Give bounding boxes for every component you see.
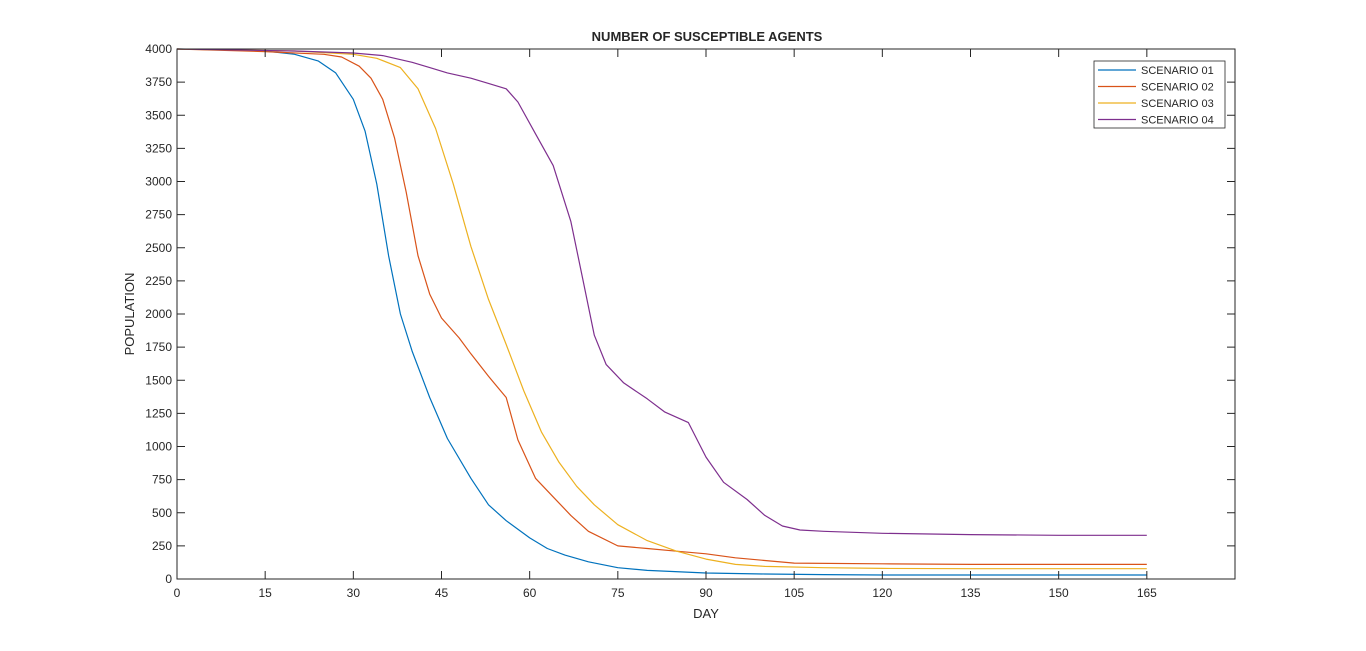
x-tick-label: 75 bbox=[611, 586, 625, 600]
y-tick-label: 500 bbox=[152, 506, 172, 520]
y-tick-label: 3250 bbox=[145, 141, 172, 155]
legend-box bbox=[1093, 60, 1226, 129]
legend-label-2: SCENARIO 02 bbox=[1141, 82, 1214, 94]
x-tick-label: 15 bbox=[258, 586, 272, 600]
x-axis-label: DAY bbox=[693, 606, 719, 621]
legend-label-1: SCENARIO 01 bbox=[1141, 65, 1214, 77]
x-tick-label: 30 bbox=[347, 586, 361, 600]
x-axis: 0 15 30 45 60 75 90 105 120 135 150 165 bbox=[174, 49, 1157, 600]
y-tick-label: 2250 bbox=[145, 274, 172, 288]
x-tick-label: 90 bbox=[699, 586, 713, 600]
x-tick-label: 105 bbox=[784, 586, 804, 600]
x-tick-label: 165 bbox=[1137, 586, 1157, 600]
x-tick-label: 45 bbox=[435, 586, 449, 600]
plot-lines bbox=[176, 48, 1147, 576]
y-tick-label: 1250 bbox=[145, 406, 172, 420]
x-tick-label: 150 bbox=[1049, 586, 1069, 600]
legend: SCENARIO 01 SCENARIO 02 SCENARIO 03 SCENARI… bbox=[1093, 60, 1226, 129]
chart-title: NUMBER OF SUSCEPTIBLE AGENTS bbox=[592, 29, 823, 44]
series-line-2 bbox=[176, 48, 1147, 566]
y-tick-label: 2000 bbox=[145, 307, 172, 321]
y-axis-label: POPULATION bbox=[122, 273, 137, 356]
y-tick-label: 3750 bbox=[145, 75, 172, 89]
y-tick-label: 1000 bbox=[145, 440, 172, 454]
y-tick-label: 3000 bbox=[145, 175, 172, 189]
y-tick-label: 4000 bbox=[145, 42, 172, 56]
x-tick-label: 0 bbox=[174, 586, 181, 600]
y-tick-label: 250 bbox=[152, 539, 172, 553]
series-line-3 bbox=[176, 48, 1147, 570]
legend-label-4: SCENARIO 04 bbox=[1141, 115, 1214, 127]
y-tick-label: 0 bbox=[165, 572, 172, 586]
series-line-4 bbox=[176, 48, 1147, 536]
legend-label-3: SCENARIO 03 bbox=[1141, 98, 1214, 110]
y-tick-label: 3500 bbox=[145, 108, 172, 122]
series-line-1 bbox=[176, 48, 1147, 576]
y-axis: 0 250 500 750 1000 1250 1500 1750 2000 2250 2500 27… bbox=[145, 42, 1235, 586]
y-tick-label: 1750 bbox=[145, 340, 172, 354]
y-tick-label: 750 bbox=[152, 473, 172, 487]
y-tick-label: 2500 bbox=[145, 241, 172, 255]
x-tick-label: 135 bbox=[960, 586, 980, 600]
x-tick-label: 60 bbox=[523, 586, 537, 600]
plot-area-border bbox=[176, 48, 1236, 580]
y-tick-label: 2750 bbox=[145, 208, 172, 222]
x-tick-label: 120 bbox=[872, 586, 892, 600]
y-tick-label: 1500 bbox=[145, 373, 172, 387]
